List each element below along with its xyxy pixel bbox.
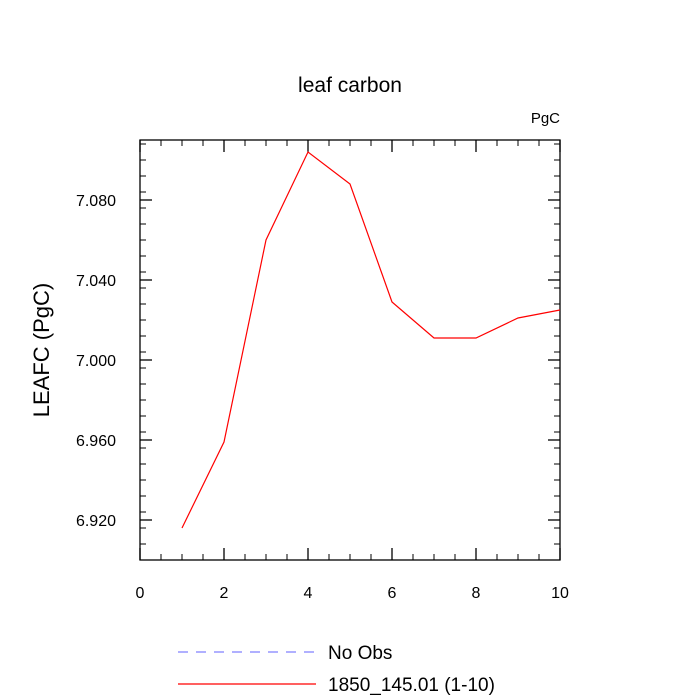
- legend: No Obs 1850_145.01 (1-10): [178, 643, 495, 696]
- y-axis-ticks: 6.920 6.960 7.000 7.040 7.080: [76, 143, 560, 545]
- y-axis-label: LEAFC (PgC): [29, 283, 54, 417]
- x-tick-label: 8: [472, 585, 481, 602]
- y-tick-label: 7.040: [76, 273, 116, 290]
- chart-title: leaf carbon: [298, 74, 402, 97]
- x-tick-label: 0: [136, 585, 145, 602]
- plot-frame: [139, 139, 561, 561]
- units-label: PgC: [531, 110, 560, 127]
- series-line: [181, 151, 561, 529]
- series-layer: [181, 151, 561, 529]
- y-tick-label: 6.960: [76, 433, 116, 450]
- x-tick-label: 6: [388, 585, 397, 602]
- x-tick-label: 4: [304, 585, 313, 602]
- x-tick-label: 10: [551, 585, 569, 602]
- x-axis-ticks: 0 2 4 6 8 10: [136, 140, 569, 602]
- y-tick-label: 6.920: [76, 513, 116, 530]
- y-tick-label: 7.000: [76, 353, 116, 370]
- legend-label: No Obs: [328, 643, 392, 664]
- x-tick-label: 2: [220, 585, 229, 602]
- legend-label: 1850_145.01 (1-10): [328, 675, 495, 696]
- y-tick-label: 7.080: [76, 193, 116, 210]
